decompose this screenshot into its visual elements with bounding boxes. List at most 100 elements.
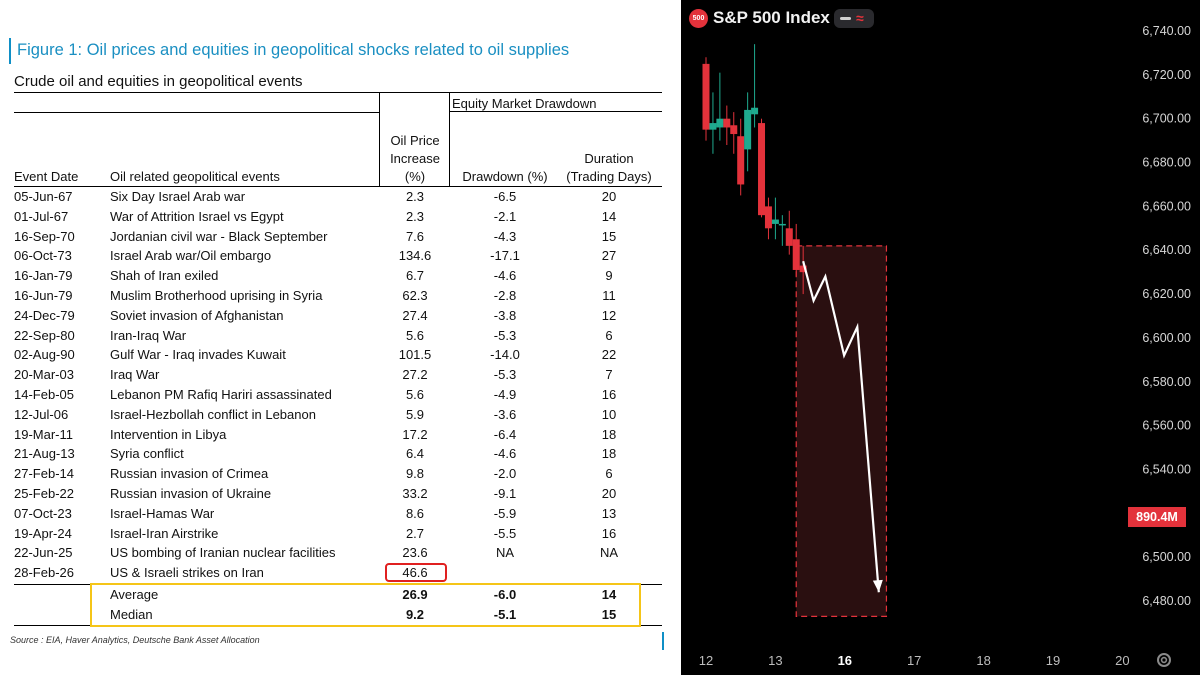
duration-cell: 16 — [601, 387, 617, 402]
table-top-rule — [14, 92, 662, 93]
candle-body — [758, 123, 766, 216]
table-row: 28-Feb-26 US & Israeli strikes on Iran 46.… — [14, 563, 664, 583]
oil-increase-cell: 23.6 — [402, 545, 428, 561]
event-name-cell: Six Day Israel Arab war — [110, 189, 246, 204]
duration-cell: 20 — [601, 486, 617, 501]
event-date-cell: 22-Jun-25 — [14, 545, 73, 561]
y-tick-label: 6,580.00 — [1142, 375, 1191, 389]
drawdown-cell: -2.1 — [493, 208, 517, 224]
event-name-cell: Israel-Hamas War — [110, 505, 215, 521]
oil-column-left-rule — [379, 92, 380, 187]
table-subtitle: Crude oil and equities in geopolitical e… — [14, 73, 303, 90]
header-bottom-rule — [14, 186, 662, 187]
drawdown-cell: -5.3 — [493, 327, 517, 343]
event-name-cell: Lebanon PM Rafiq Hariri assassinated — [110, 387, 332, 402]
event-date-cell: 16-Sep-70 — [14, 228, 75, 244]
oil-increase-cell: 8.6 — [405, 505, 425, 521]
candle-body — [723, 118, 731, 128]
oil-increase-cell: 6.7 — [405, 268, 425, 284]
drawdown-cell: -6.5 — [493, 189, 517, 204]
minus-icon[interactable] — [840, 17, 851, 20]
accent-tick — [662, 632, 664, 650]
oil-increase-cell: 5.6 — [405, 387, 425, 402]
table-row: 02-Aug-90 Gulf War - Iraq invades Kuwait 1… — [14, 345, 664, 365]
sp500-chart-panel[interactable]: 6,740.00 6,720.00 6,700.00 6,680.00 6,660.00… — [681, 0, 1200, 675]
header-duration-line2: (Trading Days) — [566, 169, 652, 184]
sp500-logo-icon: 500 — [689, 9, 708, 28]
wave-icon[interactable]: ≈ — [856, 10, 864, 26]
y-tick-label: 6,560.00 — [1142, 419, 1191, 433]
event-name-cell: US bombing of Iranian nuclear facilities — [110, 545, 336, 561]
table-row: 12-Jul-06 Israel-Hezbollah conflict in Le… — [14, 405, 664, 425]
event-date-cell: 20-Mar-03 — [14, 367, 74, 383]
summary-row: Average 26.9 -6.0 14 — [14, 585, 664, 605]
candle-body — [778, 223, 786, 226]
oil-increase-cell: 33.2 — [402, 486, 428, 501]
event-name-cell: Israel-Hezbollah conflict in Lebanon — [110, 406, 316, 422]
figure-title: Figure 1: Oil prices and equities in geo… — [9, 38, 659, 64]
header-event-date: Event Date — [14, 169, 79, 184]
oil-increase-cell: 17.2 — [402, 426, 428, 442]
y-tick-label: 6,480.00 — [1142, 594, 1191, 608]
event-name-cell: US & Israeli strikes on Iran — [110, 565, 264, 581]
event-date-cell: 22-Sep-80 — [14, 327, 75, 343]
drawdown-cell: -4.3 — [493, 228, 517, 244]
candle-body — [785, 228, 793, 246]
y-tick-label: 6,680.00 — [1142, 156, 1191, 170]
candle-body — [771, 219, 779, 224]
drawdown-cell: -3.8 — [493, 307, 517, 323]
event-name-cell: Soviet invasion of Afghanistan — [110, 307, 284, 323]
duration-cell: 10 — [601, 406, 617, 422]
source-note: Source : EIA, Haver Analytics, Deutsche … — [10, 635, 260, 645]
settings-gear-icon[interactable] — [1155, 651, 1173, 669]
drawdown-cell: -2.8 — [493, 288, 517, 303]
oil-increase-cell: 7.6 — [405, 228, 425, 244]
projection-path — [802, 260, 880, 593]
table-row: 06-Oct-73 Israel Arab war/Oil embargo 134.… — [14, 246, 664, 266]
header-oil-line3: (%) — [404, 169, 426, 184]
summary-row: Median 9.2 -5.1 15 — [14, 605, 664, 625]
summary-duration: 15 — [601, 606, 617, 622]
oil-increase-cell: 134.6 — [398, 248, 432, 264]
event-name-cell: Iraq War — [110, 367, 160, 383]
candle-body — [716, 118, 724, 128]
table-row: 19-Apr-24 Israel-Iran Airstrike 2.7 -5.5 16 — [14, 524, 664, 544]
header-oil-line1: Oil Price — [390, 133, 440, 148]
oil-increase-cell: 27.4 — [402, 307, 428, 323]
table-row: 19-Mar-11 Intervention in Libya 17.2 -6.4 18 — [14, 425, 664, 445]
event-name-cell: Iran-Iraq War — [110, 327, 187, 343]
x-tick-label: 12 — [699, 653, 713, 668]
x-tick-label: 19 — [1046, 653, 1060, 668]
projection-zone — [795, 245, 888, 617]
duration-cell: 13 — [601, 505, 617, 521]
event-date-cell: 27-Feb-14 — [14, 466, 74, 482]
y-tick-label: 6,740.00 — [1142, 24, 1191, 38]
duration-cell: 9 — [605, 268, 613, 284]
equity-drawdown-group-header: Equity Market Drawdown — [452, 96, 597, 111]
chart-title[interactable]: S&P 500 Index — [713, 8, 830, 27]
event-name-cell: Shah of Iran exiled — [110, 268, 219, 284]
candle-body — [730, 125, 738, 135]
table-row: 22-Jun-25 US bombing of Iranian nuclear f… — [14, 543, 664, 563]
event-date-cell: 19-Mar-11 — [14, 426, 74, 442]
summary-oil: 9.2 — [405, 606, 425, 622]
duration-cell: 16 — [601, 525, 617, 541]
duration-cell: 7 — [605, 367, 613, 383]
event-date-cell: 16-Jun-79 — [14, 288, 73, 303]
event-name-cell: Israel-Iran Airstrike — [110, 525, 219, 541]
summary-highlight — [90, 583, 641, 627]
candle-body — [799, 265, 807, 273]
header-oil-line2: Increase — [390, 151, 440, 166]
duration-cell: 18 — [601, 446, 617, 462]
drawdown-cell: -4.6 — [493, 446, 517, 462]
drawdown-cell: -6.4 — [493, 426, 517, 442]
candlestick-chart[interactable]: 6,740.00 6,720.00 6,700.00 6,680.00 6,660.00… — [681, 0, 1200, 675]
candle-body — [764, 206, 772, 229]
candle-body — [709, 123, 717, 130]
oil-increase-cell: 2.3 — [405, 189, 425, 204]
projection-arrowhead — [872, 579, 883, 593]
indicator-toggle[interactable]: ≈ — [834, 9, 874, 28]
event-name-cell: Russian invasion of Crimea — [110, 466, 269, 482]
table-row: 22-Sep-80 Iran-Iraq War 5.6 -5.3 6 — [14, 326, 664, 346]
table-row: 05-Jun-67 Six Day Israel Arab war 2.3 -6.5 2… — [14, 187, 664, 207]
